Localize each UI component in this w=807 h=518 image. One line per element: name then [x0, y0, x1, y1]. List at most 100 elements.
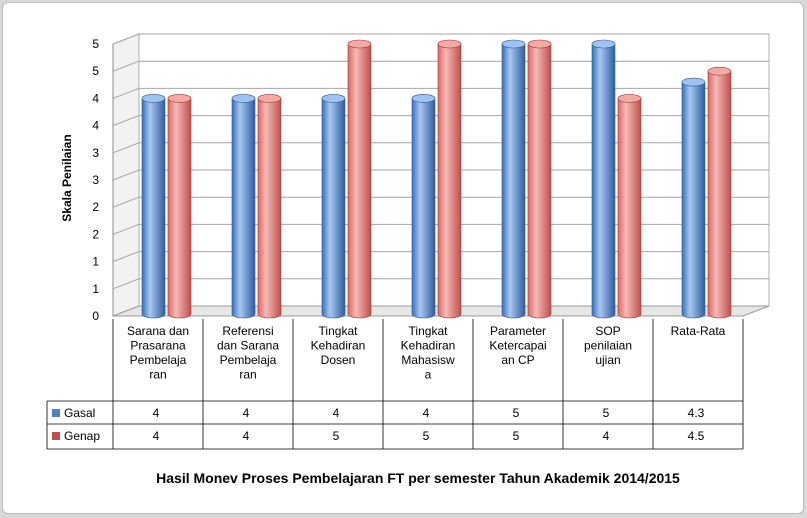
category-label-line: penilaian — [584, 339, 632, 353]
bar — [167, 94, 192, 319]
category-label: Rata-Rata — [671, 324, 726, 338]
gridline — [112, 142, 769, 154]
bar-cap — [167, 94, 192, 103]
y-tick-label: 3 — [92, 173, 99, 187]
category-label-line: dan Sarana — [217, 339, 279, 353]
bar — [527, 39, 552, 319]
category-label: Tingkat Kehadiran Mahasisw a — [401, 324, 456, 382]
chart-title: Hasil Monev Proses Pembelajaran FT per s… — [156, 470, 680, 486]
gridline — [112, 251, 769, 263]
data-value: 4 — [333, 406, 340, 420]
y-axis-tick-labels: 0 1 1 2 2 3 3 4 4 5 5 — [92, 37, 99, 323]
bar-body — [257, 98, 282, 319]
category-label-line: Kehadiran — [311, 339, 366, 353]
bar — [257, 94, 282, 319]
data-value: 4.3 — [688, 406, 705, 420]
category-label-line: ujian — [595, 353, 620, 367]
category-label-line: ran — [149, 368, 166, 382]
category-label-line: an CP — [501, 353, 534, 367]
y-tick-label: 5 — [92, 64, 99, 78]
data-value: 5 — [423, 429, 430, 443]
y-tick-label: 0 — [92, 309, 99, 323]
data-value: 4.5 — [688, 429, 705, 443]
category-label-line: SOP — [595, 324, 620, 338]
bar-cap — [231, 94, 256, 103]
category-label-line: a — [425, 368, 432, 382]
data-value: 5 — [603, 406, 610, 420]
bar-body — [411, 98, 436, 319]
category-label-line: Sarana dan — [127, 324, 189, 338]
bar — [591, 39, 616, 319]
bar — [231, 94, 256, 319]
gridline — [112, 223, 769, 235]
data-value: 4 — [153, 406, 160, 420]
bar-body — [167, 98, 192, 319]
bar-cap — [707, 66, 732, 76]
bar-cap — [591, 39, 616, 49]
bar-cap — [411, 94, 436, 103]
bar-body — [591, 43, 616, 319]
bar — [617, 94, 642, 319]
bar-body — [437, 43, 462, 319]
bar-body — [681, 81, 706, 319]
bar-body — [141, 98, 166, 319]
bar-cap — [681, 77, 706, 87]
bar-body — [347, 43, 372, 319]
data-value: 4 — [243, 406, 250, 420]
category-label-line: Pembelaja — [220, 353, 277, 367]
gridline — [112, 115, 769, 127]
bar — [347, 39, 372, 319]
y-tick-label: 5 — [92, 37, 99, 51]
legend-key — [52, 432, 60, 440]
gridlines — [112, 33, 769, 317]
series-name: Gasal — [64, 406, 95, 420]
bar — [707, 66, 732, 319]
bar-body — [321, 98, 346, 319]
y-tick-label: 4 — [92, 91, 99, 105]
bar-body — [501, 43, 526, 319]
bars — [141, 39, 732, 319]
gridline — [112, 196, 769, 208]
bar — [501, 39, 526, 319]
category-label-line: Parameter — [490, 324, 546, 338]
bar-body — [527, 43, 552, 319]
data-value: 5 — [333, 429, 340, 443]
category-label: Referensi dan Sarana Pembelaja ran — [217, 324, 279, 382]
y-tick-label: 1 — [92, 255, 99, 269]
bar-cap — [347, 39, 372, 49]
bar-cap — [321, 94, 346, 103]
category-label: Sarana dan Prasarana Pembelaja ran — [127, 324, 189, 382]
bar-cap — [501, 39, 526, 49]
bar-body — [231, 98, 256, 319]
bar-body — [617, 98, 642, 319]
y-axis-label: Skala Penilaian — [60, 134, 74, 221]
y-tick-label: 4 — [92, 119, 99, 133]
gridline — [112, 87, 769, 99]
category-label-line: Ketercapai — [489, 339, 546, 353]
y-tick-label: 3 — [92, 146, 99, 160]
gridline — [112, 169, 769, 181]
bar-cap — [527, 39, 552, 49]
data-value: 5 — [513, 406, 520, 420]
category-label: Tingkat Kehadiran Dosen — [311, 324, 366, 367]
gridline — [112, 60, 769, 72]
bar — [141, 94, 166, 319]
gridline — [112, 278, 769, 290]
bar-cap — [257, 94, 282, 103]
data-value: 4 — [153, 429, 160, 443]
category-label-line: Dosen — [321, 353, 356, 367]
category-label-line: Tingkat — [319, 324, 359, 338]
category-label-line: Tingkat — [409, 324, 449, 338]
y-tick-label: 2 — [92, 227, 99, 241]
category-label-line: Mahasisw — [401, 353, 455, 367]
y-tick-label: 1 — [92, 282, 99, 296]
category-label-line: Pembelaja — [130, 353, 187, 367]
legend-key — [52, 409, 60, 417]
data-value: 4 — [243, 429, 250, 443]
category-label-line: ran — [239, 368, 256, 382]
gridline — [112, 33, 769, 45]
y-tick-label: 2 — [92, 200, 99, 214]
chart-svg: 0 1 1 2 2 3 3 4 4 5 5 Skala Penilaian Sarana dan Pr… — [46, 33, 770, 486]
bar — [411, 94, 436, 319]
bar-cap — [141, 94, 166, 103]
